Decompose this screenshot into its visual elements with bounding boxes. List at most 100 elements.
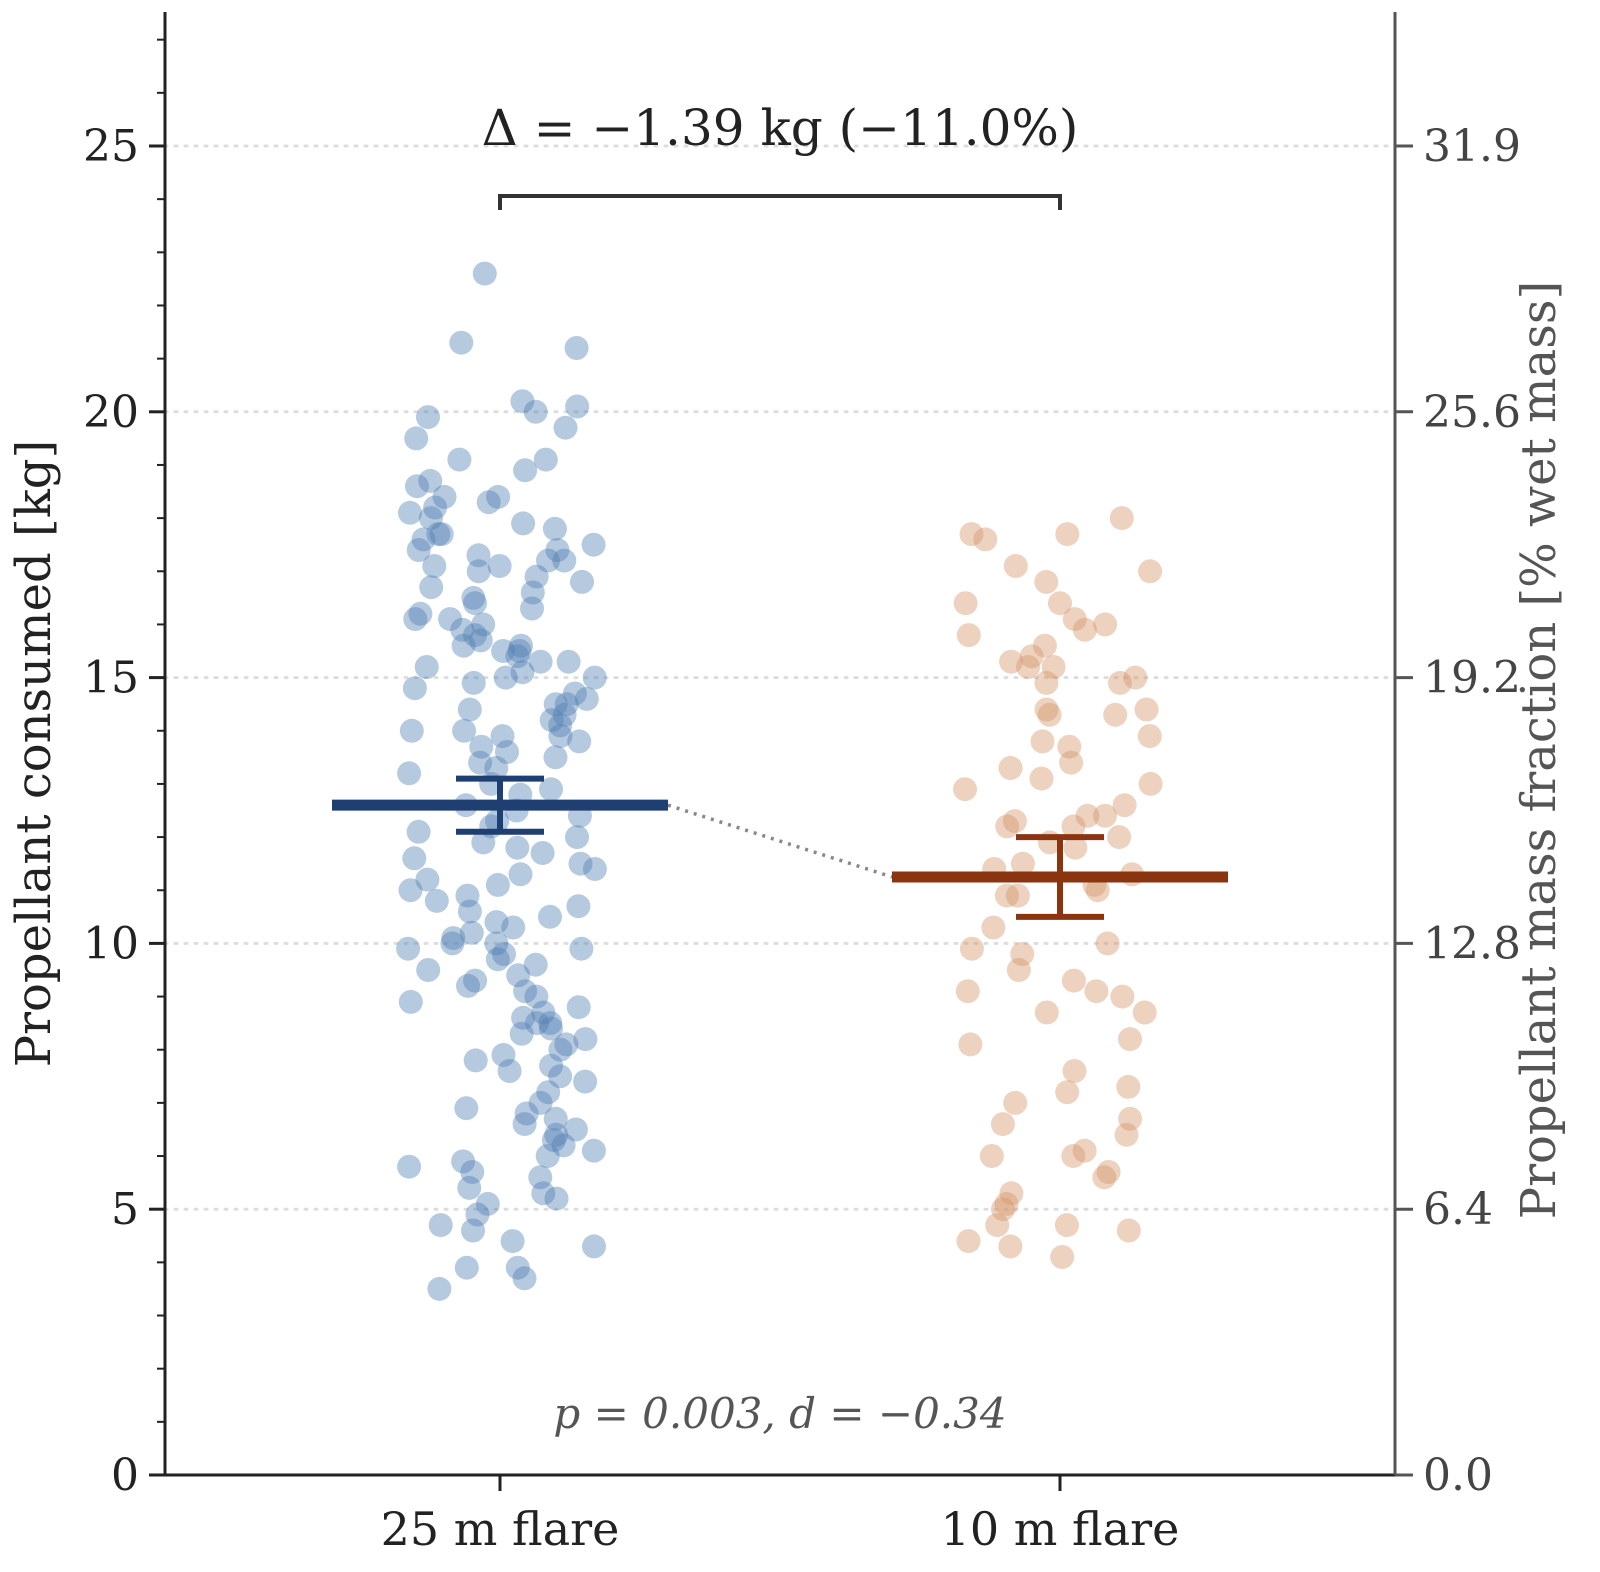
y-tick-label-right: 25.6 [1423,387,1521,438]
data-point [1118,1027,1142,1052]
data-point [490,724,515,749]
data-point [454,1096,479,1121]
data-point [452,718,477,743]
data-point [1095,931,1120,956]
data-point [1138,771,1163,796]
data-point [533,447,558,472]
data-point [484,931,509,956]
y-tick-label: 5 [111,1184,139,1235]
data-point [1006,958,1031,982]
data-point [440,931,465,956]
data-point [1003,1090,1028,1115]
y-tick-label: 15 [83,653,139,704]
data-point [396,936,421,961]
data-point [1002,809,1027,834]
data-point [510,660,535,685]
data-point [485,872,510,897]
data-point [1096,1160,1121,1184]
data-point [1030,729,1055,754]
data-point [1138,559,1163,584]
data-point [405,474,429,499]
data-point [554,1032,579,1057]
data-point [451,1149,476,1174]
data-point [1055,522,1080,547]
data-point [461,670,486,695]
data-point [548,1037,573,1062]
data-point [1037,702,1062,727]
data-point [999,649,1024,674]
delta-annotation: Δ = −1.39 kg (−11.0%) [482,99,1079,157]
data-point [463,1048,488,1073]
y-tick-label-right: 31.9 [1423,121,1521,172]
data-point [415,867,440,892]
data-point [528,649,553,674]
data-point [399,718,424,743]
data-point [552,702,577,727]
data-point [484,756,509,780]
data-point [511,511,536,536]
data-point [1061,1144,1086,1168]
data-point [418,468,443,493]
data-point [466,559,491,584]
data-point [465,1202,490,1227]
mean-connector [667,803,893,879]
data-point [990,1112,1015,1137]
data-point [956,623,981,648]
data-point [1110,984,1135,1009]
data-point [513,979,538,1004]
data-point [538,904,562,929]
data-point [953,591,978,616]
data-point [457,697,482,722]
data-point [1118,1106,1143,1131]
data-point [1003,554,1028,578]
data-point [543,1106,568,1131]
data-point [471,612,496,637]
data-point [500,1229,525,1254]
data-point [991,1197,1015,1222]
data-point [469,734,494,759]
y-tick-label-right: 19.2 [1423,653,1521,704]
data-point [998,756,1023,780]
data-point [520,596,544,621]
data-point [1116,1074,1141,1099]
data-point [416,405,440,430]
data-point [459,920,484,945]
data-point [475,1191,500,1216]
data-point [506,963,531,988]
data-point [476,490,501,515]
data-point [1109,506,1134,531]
y-tick-label: 10 [83,918,139,969]
data-point [1034,569,1059,594]
y-tick-label: 20 [83,387,139,438]
data-point [566,995,591,1020]
data-point [406,538,431,562]
data-point [1107,825,1132,850]
data-point [1075,803,1100,828]
data-point [539,777,563,802]
data-point [565,394,590,419]
data-point [466,543,491,568]
data-point [1084,979,1109,1004]
data-point [514,1101,539,1126]
data-point [959,936,984,961]
data-point [398,878,423,903]
data-point [570,569,594,594]
data-point [985,1213,1010,1238]
data-point [1062,607,1087,632]
data-point [574,686,599,711]
data-point [531,1181,556,1206]
data-point [493,665,518,690]
data-point [1123,665,1148,690]
data-point [406,819,431,844]
data-point [581,1138,606,1163]
data-point [1063,835,1088,860]
data-point [1016,655,1041,679]
data-point [1055,1080,1080,1105]
data-point [457,1175,482,1200]
data-point [468,750,493,775]
data-point [553,415,578,440]
data-point [1019,644,1044,669]
data-point [512,1112,537,1137]
data-point [1092,1165,1117,1190]
data-point [1010,851,1035,876]
